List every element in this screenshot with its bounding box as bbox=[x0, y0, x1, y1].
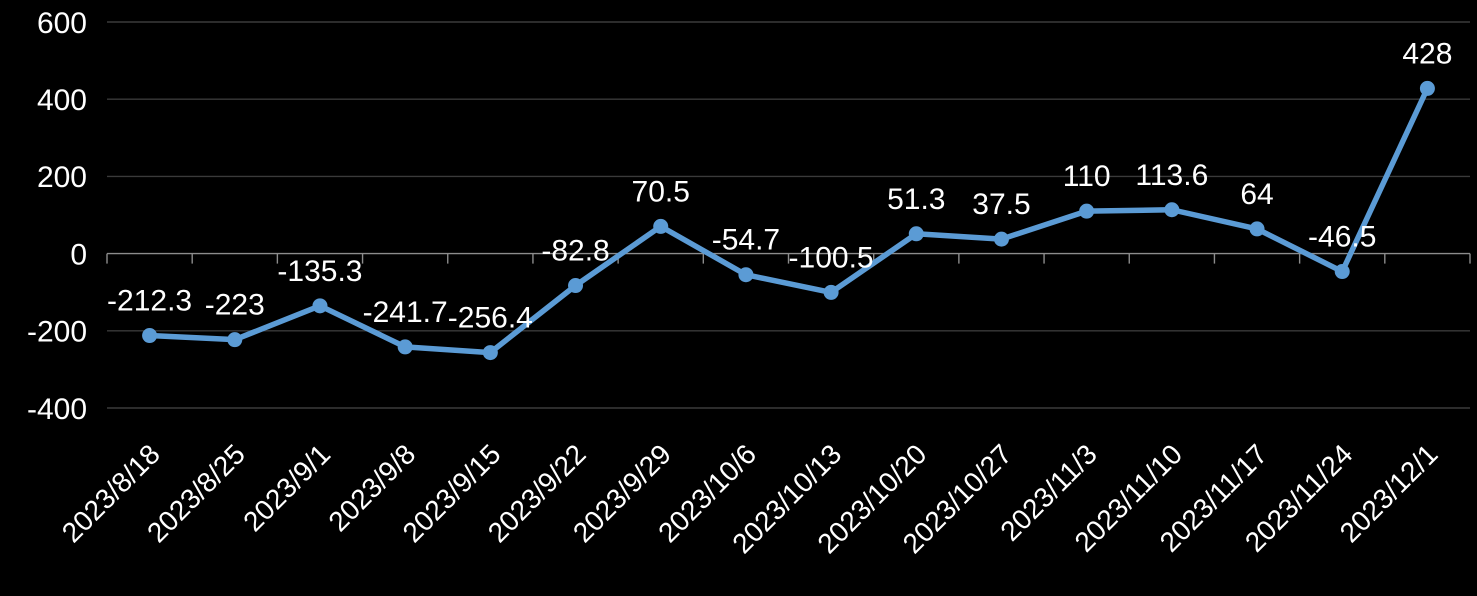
data-label: 428 bbox=[1402, 37, 1452, 70]
data-point-marker bbox=[993, 231, 1009, 247]
data-point-marker bbox=[312, 298, 328, 314]
data-label: -135.3 bbox=[277, 255, 362, 288]
data-point-marker bbox=[568, 278, 584, 294]
data-point-marker bbox=[482, 345, 498, 361]
data-label: -212.3 bbox=[107, 285, 192, 318]
y-tick-label: -200 bbox=[27, 316, 87, 349]
data-label: 70.5 bbox=[632, 175, 690, 208]
data-point-marker bbox=[823, 284, 839, 300]
data-label: -100.5 bbox=[789, 241, 874, 274]
data-point-marker bbox=[908, 226, 924, 242]
data-label: 110 bbox=[1063, 160, 1111, 193]
y-tick-label: -400 bbox=[27, 393, 87, 426]
data-point-marker bbox=[653, 218, 669, 234]
data-point-marker bbox=[397, 339, 413, 355]
data-point-marker bbox=[227, 332, 243, 348]
y-tick-label: 600 bbox=[37, 7, 87, 40]
data-point-marker bbox=[1164, 202, 1180, 218]
data-point-marker bbox=[1334, 264, 1350, 280]
data-point-marker bbox=[142, 328, 158, 344]
data-label: -46.5 bbox=[1308, 221, 1376, 254]
data-label: -241.7 bbox=[363, 296, 448, 329]
data-label: -82.8 bbox=[541, 235, 609, 268]
data-label: 37.5 bbox=[972, 188, 1030, 221]
data-point-marker bbox=[1419, 80, 1435, 96]
data-point-marker bbox=[1079, 203, 1095, 219]
data-point-marker bbox=[1249, 221, 1265, 237]
y-tick-label: 200 bbox=[37, 161, 87, 194]
y-tick-label: 0 bbox=[70, 238, 87, 271]
data-label: -54.7 bbox=[712, 224, 780, 257]
data-point-marker bbox=[738, 267, 754, 283]
data-label: 51.3 bbox=[887, 183, 945, 216]
data-label: -223 bbox=[205, 289, 265, 322]
data-label: 64 bbox=[1240, 178, 1273, 211]
data-label: -256.4 bbox=[448, 302, 533, 335]
data-label: 113.6 bbox=[1135, 159, 1208, 192]
y-tick-label: 400 bbox=[37, 84, 87, 117]
series-line bbox=[146, 85, 1431, 356]
